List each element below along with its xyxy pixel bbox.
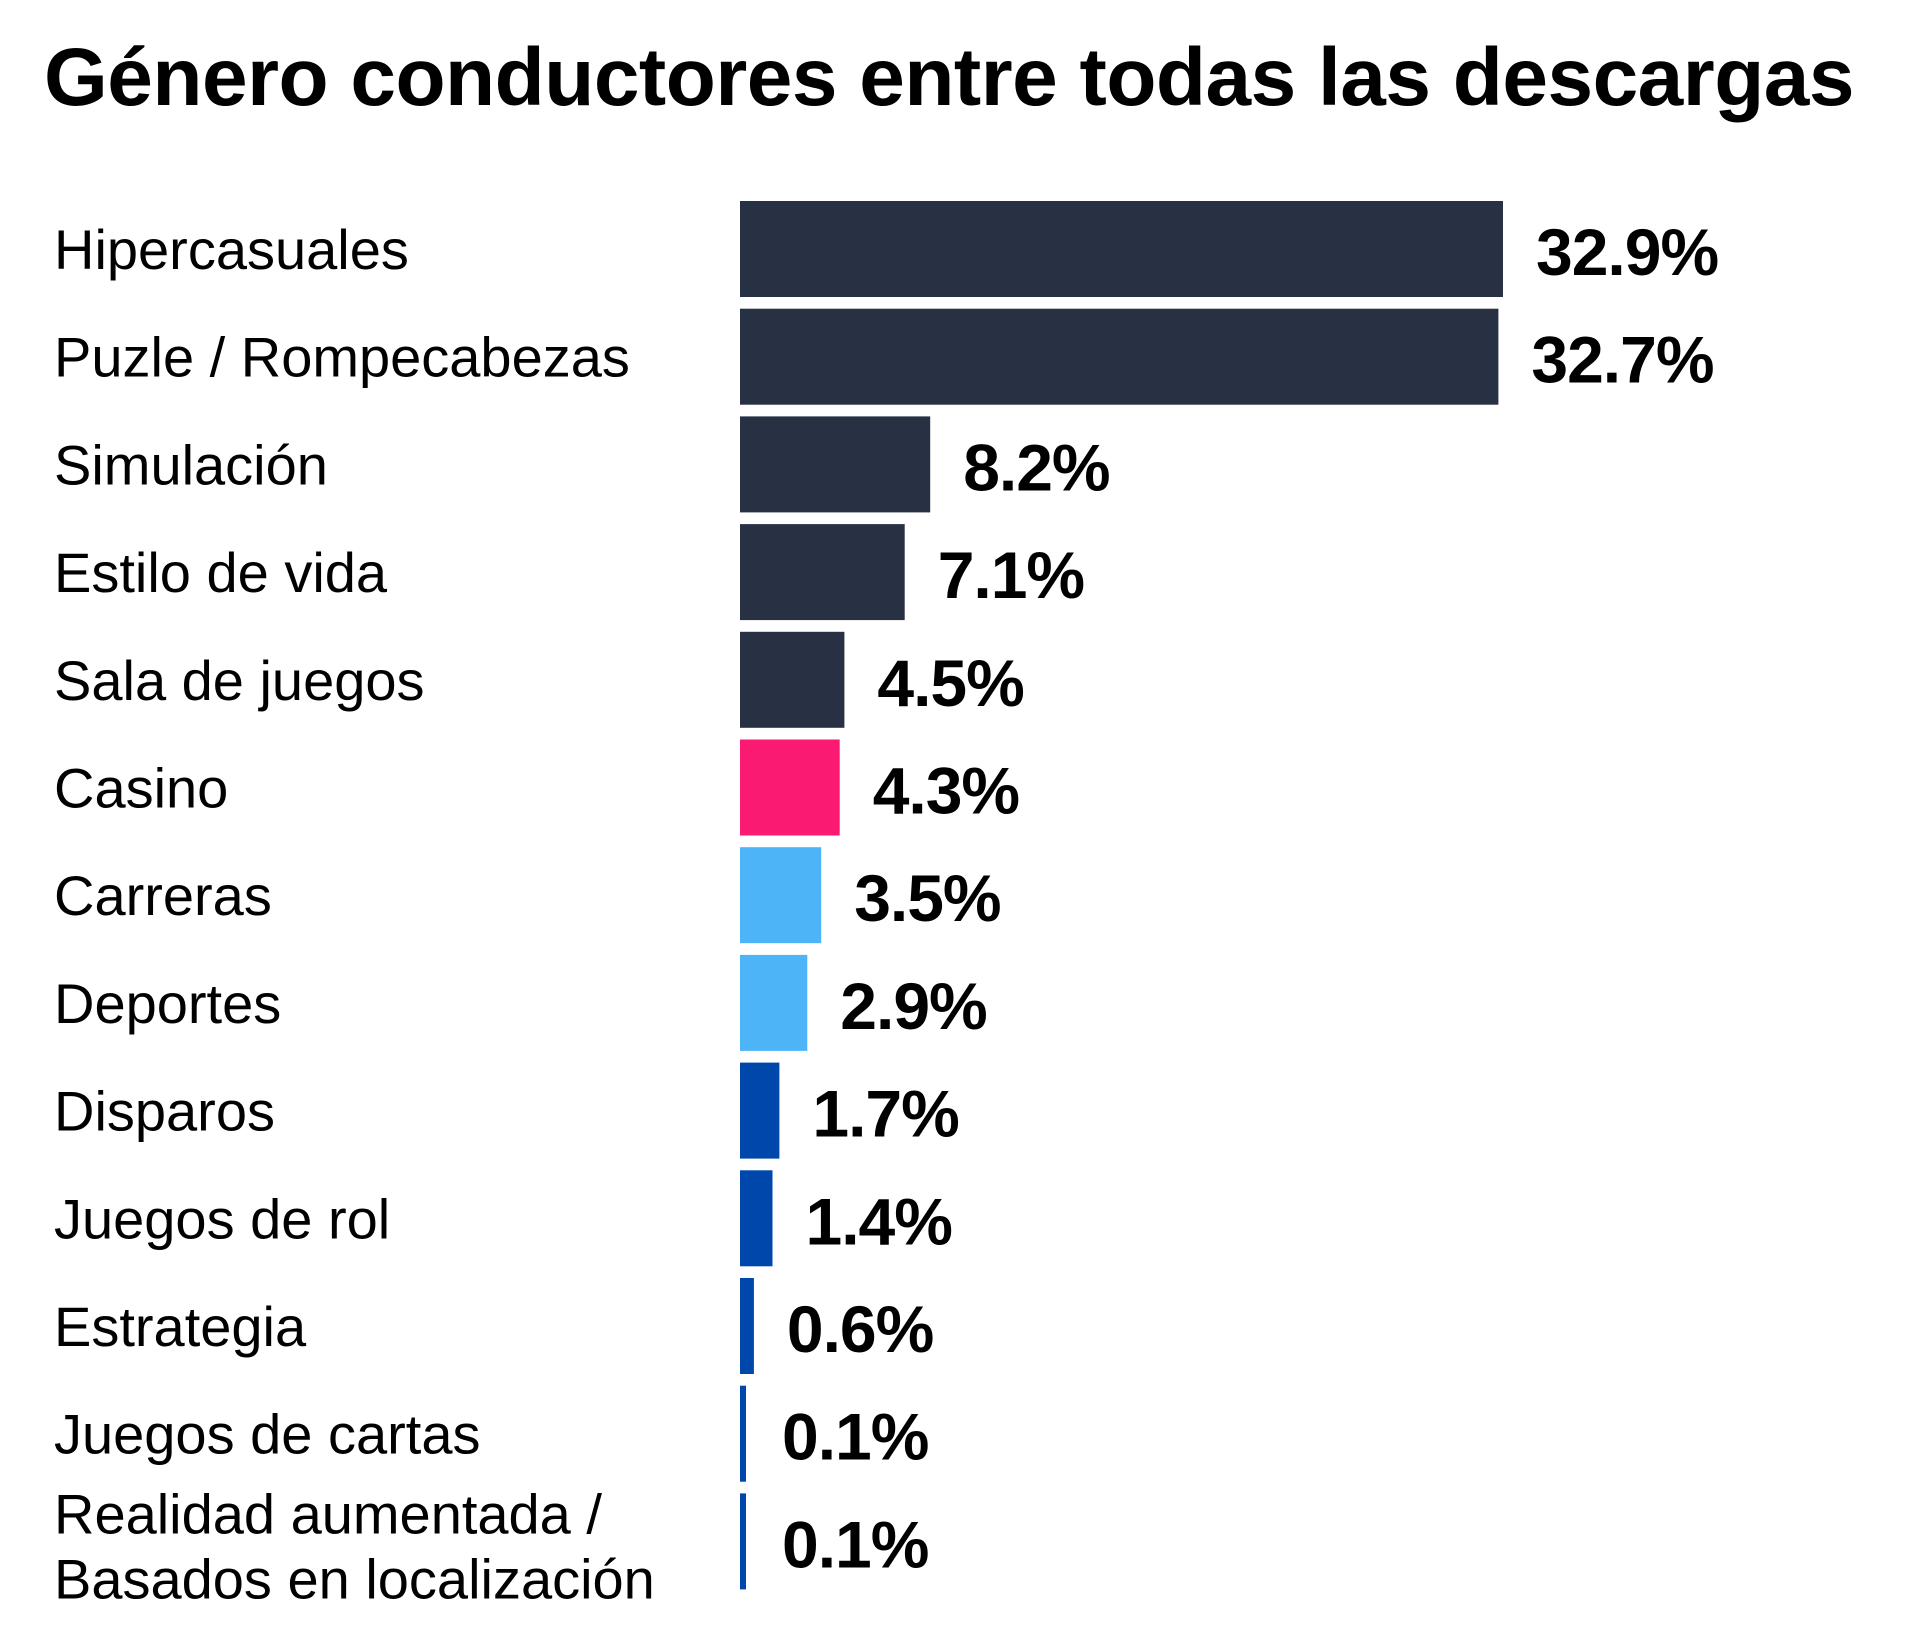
category-label: Sala de juegos [54,649,425,712]
value-label: 0.6% [787,1292,933,1366]
bar [740,631,845,728]
category-label: Simulación [54,433,328,496]
category-label: Juegos de rol [54,1187,390,1250]
bar [740,1170,773,1267]
value-label: 1.7% [812,1077,958,1151]
value-label: 32.9% [1536,215,1718,289]
bar [740,1493,746,1590]
category-label: Hipercasuales [54,218,409,281]
bar [740,1385,746,1482]
category-label: Deportes [54,972,281,1035]
category-label-line: Basados en localización [54,1547,655,1610]
value-labels: 32.9% 32.7% 8.2% 7.1% 4.5% 4.3% 3.5% 2.9% 1.7% 1.… [782,215,1719,1581]
bar [740,847,822,944]
bar [740,524,905,621]
category-label-line: Realidad aumentada / [54,1482,602,1545]
value-label: 32.7% [1531,323,1713,397]
value-label: 3.5% [854,861,1000,935]
bar [740,739,840,836]
category-label: Casino [54,757,228,820]
value-label: 2.9% [840,969,986,1043]
category-label: Puzle / Rompecabezas [54,326,630,389]
value-label: 7.1% [938,538,1084,612]
value-label: 1.4% [806,1184,952,1258]
value-label: 8.2% [963,430,1109,504]
bar [740,1278,754,1374]
value-label: 0.1% [782,1507,928,1581]
value-label: 0.1% [782,1400,928,1474]
value-label: 4.3% [873,754,1019,828]
chart-title: Género conductores entre todas las desca… [44,32,1855,123]
category-label: Estrategia [54,1295,307,1358]
bars-group [740,201,1503,1590]
bar [740,416,931,513]
bar [740,308,1499,405]
category-label: Realidad aumentada / Basados en localizac… [54,1482,655,1610]
category-label: Estilo de vida [54,541,388,604]
category-labels: Hipercasuales Puzle / Rompecabezas Simulac… [54,218,655,1610]
bar [740,201,1503,297]
category-label: Carreras [54,864,272,927]
bar [740,1062,780,1159]
category-label: Disparos [54,1080,275,1143]
value-label: 4.5% [877,646,1023,720]
category-label: Juegos de cartas [54,1403,480,1466]
bar [740,954,808,1051]
